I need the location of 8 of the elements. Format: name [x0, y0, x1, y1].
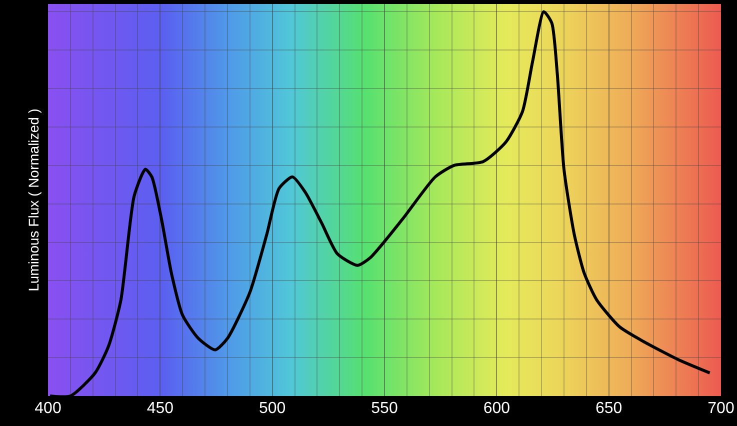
x-tick-label: 650: [595, 400, 622, 417]
y-axis-title: Luminous Flux ( Normalized ): [26, 108, 42, 292]
x-tick-label: 600: [483, 400, 510, 417]
x-tick-label: 400: [34, 400, 62, 417]
x-tick-label: 500: [258, 400, 286, 417]
x-tick-label: 700: [708, 400, 734, 417]
x-tick-label: 450: [146, 400, 174, 417]
x-tick-label: 550: [371, 400, 398, 417]
